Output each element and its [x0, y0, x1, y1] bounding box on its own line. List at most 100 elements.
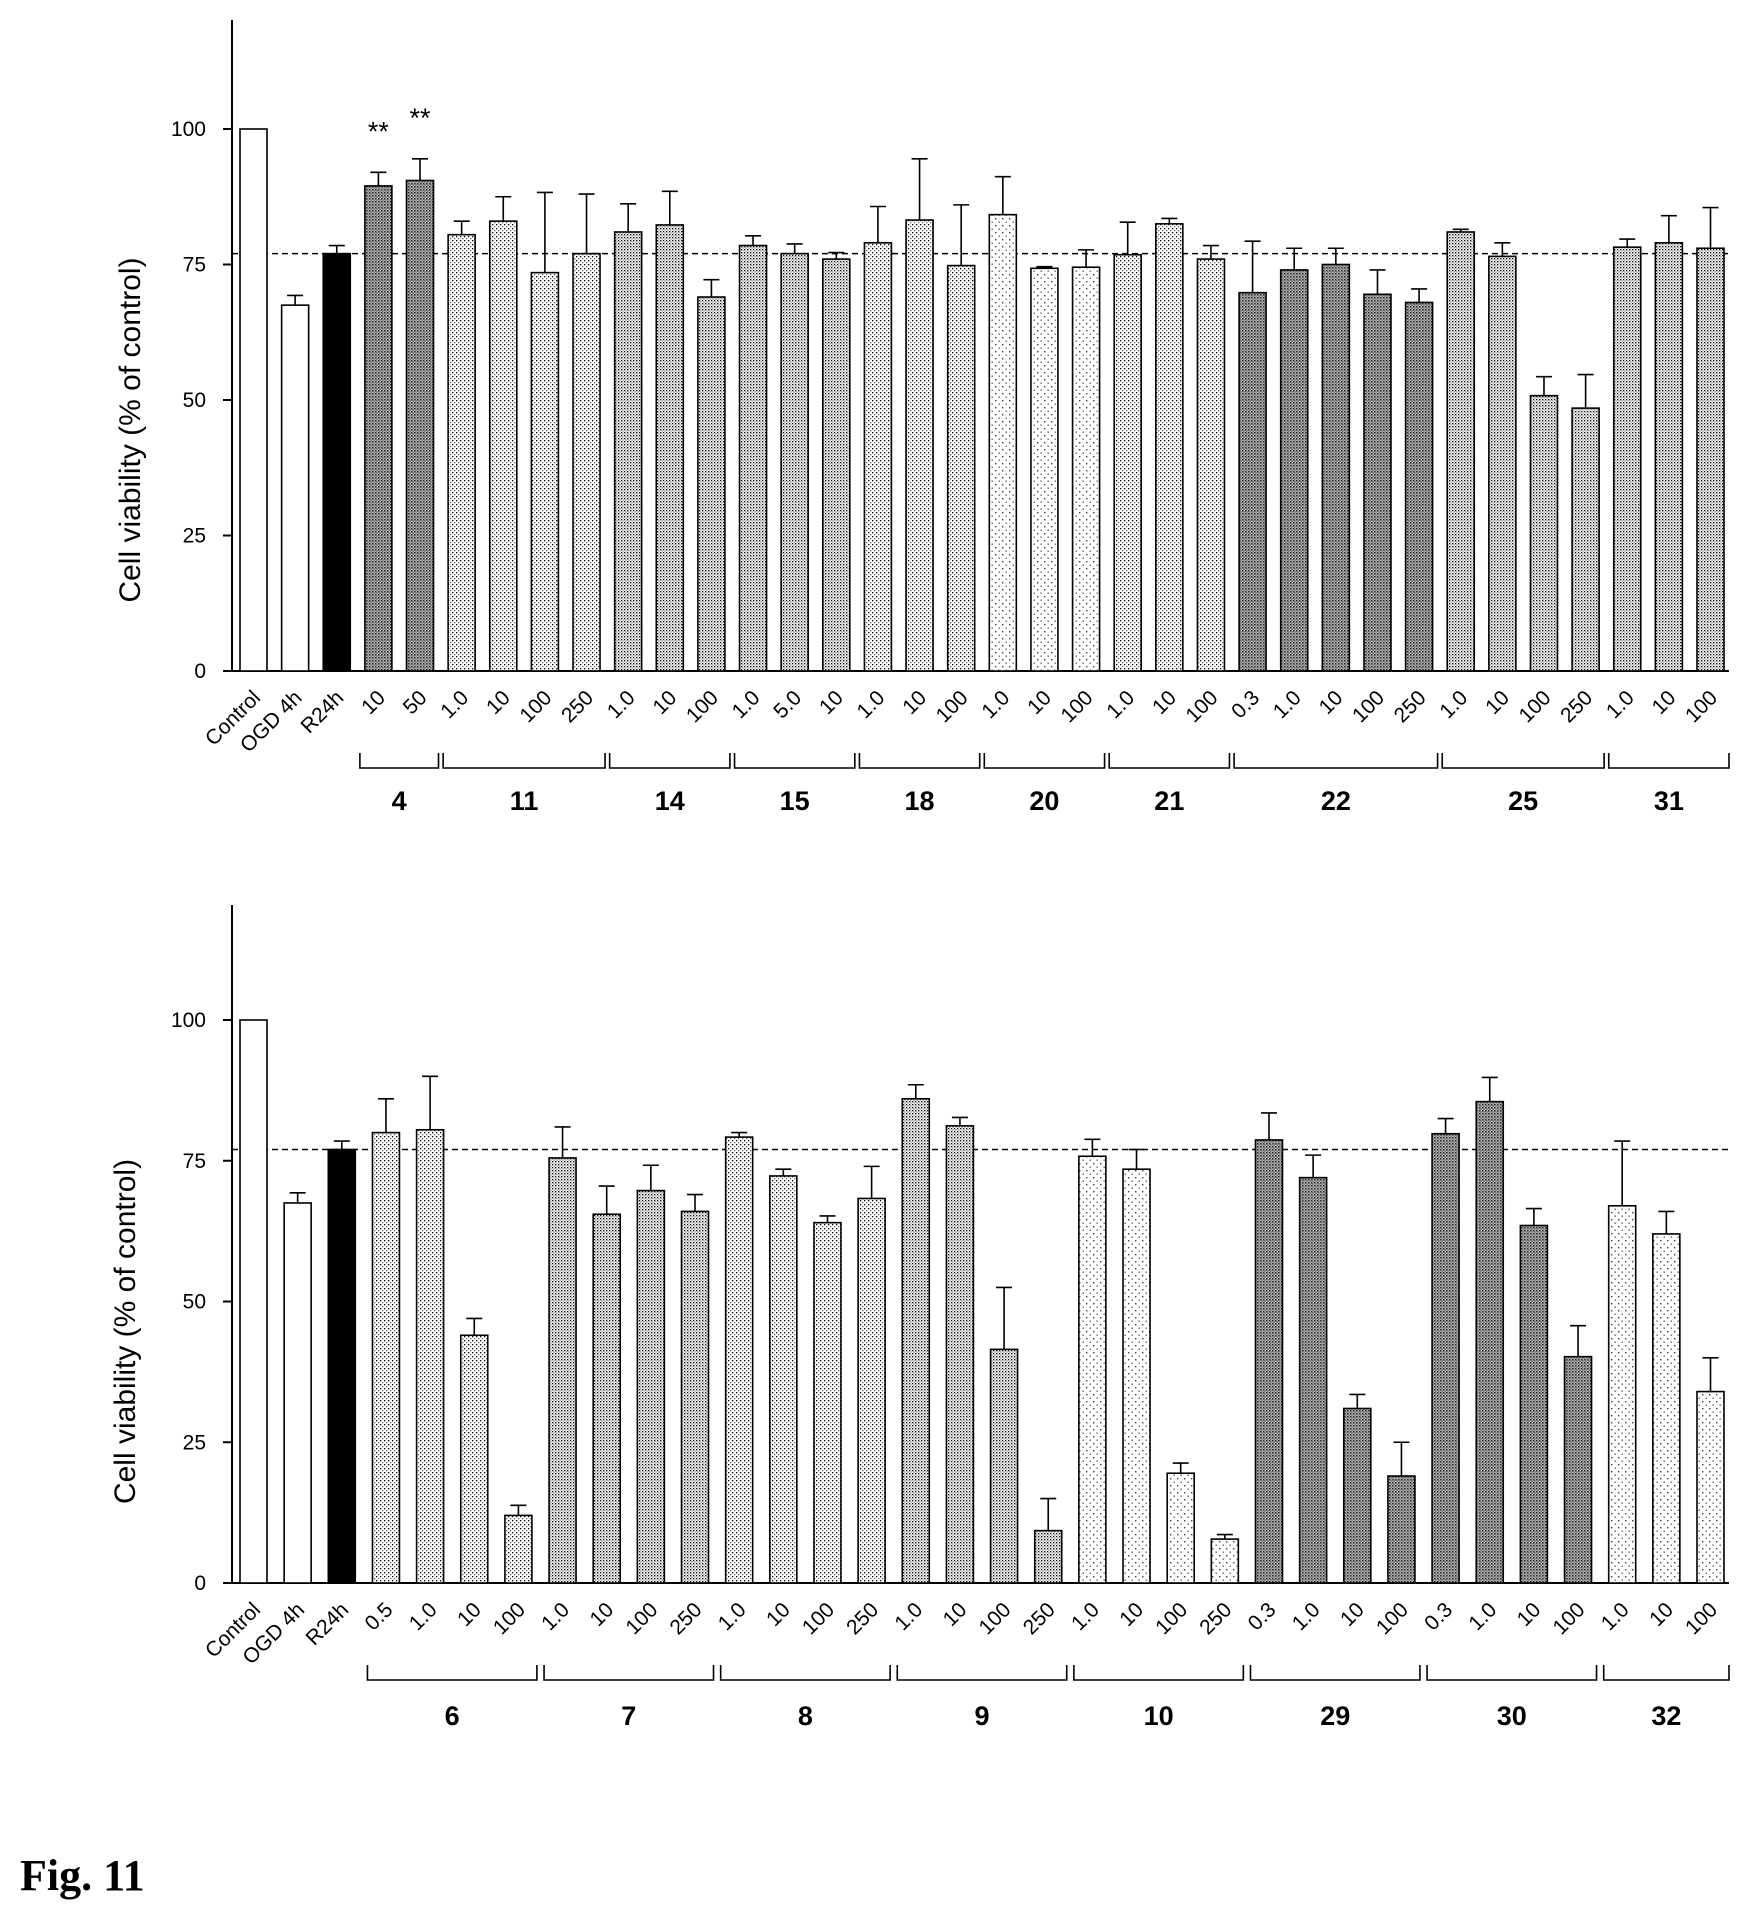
group-label: 25: [1508, 786, 1538, 816]
bar: [327, 1148, 357, 1584]
category-label: 0.5: [361, 1598, 398, 1635]
y-tick-label: 100: [171, 118, 206, 141]
bar: [1279, 269, 1309, 672]
bar: [1475, 1100, 1505, 1584]
bar: [857, 1197, 886, 1584]
category-label: 10: [1481, 686, 1514, 719]
group-bracket: [858, 753, 981, 769]
group-bracket: [1073, 1665, 1245, 1681]
bar: [1563, 1355, 1593, 1584]
group-bracket: [719, 1665, 891, 1681]
bar: [901, 1098, 931, 1584]
bar: [655, 224, 685, 672]
group-label: 10: [1144, 1701, 1174, 1731]
group-bracket: [1441, 753, 1605, 769]
category-label: 10: [649, 686, 682, 719]
category-label: 1.0: [1435, 686, 1472, 723]
category-label: 10: [1315, 686, 1348, 719]
bar: [1529, 394, 1559, 672]
group-bracket: [366, 1665, 538, 1681]
bar: [1196, 258, 1226, 672]
group-label: 11: [510, 786, 539, 816]
bar: [239, 128, 268, 672]
category-label: 100: [1057, 686, 1098, 727]
y-axis-label: Cell viability (% of control): [114, 257, 147, 602]
bar: [1652, 1233, 1681, 1584]
bar: [1033, 1529, 1063, 1584]
bar: [697, 296, 726, 672]
category-label: 1.0: [1067, 1598, 1104, 1635]
category-label: 100: [1681, 1598, 1722, 1639]
category-label: 250: [1556, 686, 1597, 727]
category-label: 100: [798, 1598, 839, 1639]
category-label: 250: [557, 686, 598, 727]
category-label: 50: [399, 686, 432, 719]
bar: [821, 258, 851, 672]
group-label: 31: [1654, 786, 1684, 816]
category-label: 100: [975, 1598, 1016, 1639]
bar: [1363, 293, 1392, 672]
bar: [592, 1213, 622, 1584]
category-label: 100: [515, 686, 556, 727]
category-label: 1.0: [1288, 1598, 1325, 1635]
bar: [283, 1202, 312, 1584]
bar: [813, 1221, 842, 1584]
y-tick-label: 75: [183, 254, 206, 277]
group-bracket: [543, 1665, 715, 1681]
category-label: 100: [1348, 686, 1389, 727]
group-bracket: [1602, 1665, 1730, 1681]
bar: [769, 1175, 798, 1584]
bar: [1210, 1538, 1240, 1584]
category-label: 10: [898, 686, 931, 719]
category-label: 10: [585, 1598, 618, 1631]
bar: [1607, 1204, 1637, 1584]
category-label: R24h: [297, 686, 349, 738]
bar: [1071, 266, 1101, 672]
category-label: 10: [1115, 1598, 1148, 1631]
category-label: 100: [932, 686, 973, 727]
bar: [1298, 1176, 1328, 1584]
bar: [1113, 253, 1142, 672]
category-label: 250: [666, 1598, 707, 1639]
bar: [1431, 1132, 1460, 1584]
significance-label: **: [410, 103, 432, 133]
group-bracket: [608, 753, 731, 769]
bar: [989, 1348, 1019, 1584]
group-label: 20: [1029, 786, 1059, 816]
bar: [1696, 247, 1725, 672]
category-label: 10: [815, 686, 848, 719]
y-tick-label: 50: [183, 389, 206, 412]
category-label: 100: [1681, 686, 1722, 727]
category-label: 1.0: [728, 686, 765, 723]
group-bracket: [896, 1665, 1068, 1681]
category-label: 1.0: [603, 686, 640, 723]
bar: [447, 233, 476, 672]
group-label: 8: [798, 1701, 813, 1731]
bar: [488, 220, 518, 672]
bar: [322, 252, 352, 672]
category-label: 1.0: [1102, 686, 1139, 723]
category-label: 0.3: [1227, 686, 1264, 723]
category-label: 100: [1549, 1598, 1590, 1639]
y-tick-label: 25: [183, 1431, 206, 1454]
bar: [988, 213, 1018, 672]
bar: [1321, 263, 1351, 672]
category-label: 10: [1336, 1598, 1369, 1631]
category-label: 0.3: [1420, 1598, 1457, 1635]
bar: [1387, 1475, 1416, 1584]
bar: [863, 242, 893, 672]
category-label: 10: [357, 686, 390, 719]
category-label: 100: [1514, 686, 1555, 727]
category-label: 250: [1390, 686, 1431, 727]
group-label: 6: [445, 1701, 460, 1731]
bar: [1078, 1155, 1107, 1584]
bar: [613, 231, 643, 672]
bar: [1155, 223, 1184, 672]
figure-caption: Fig. 11: [20, 1851, 145, 1900]
y-axis-label: Cell viability (% of control): [109, 1159, 142, 1504]
bar: [1030, 267, 1059, 672]
category-label: 1.0: [436, 686, 473, 723]
bar: [1122, 1168, 1151, 1584]
group-label: 32: [1651, 1701, 1681, 1731]
